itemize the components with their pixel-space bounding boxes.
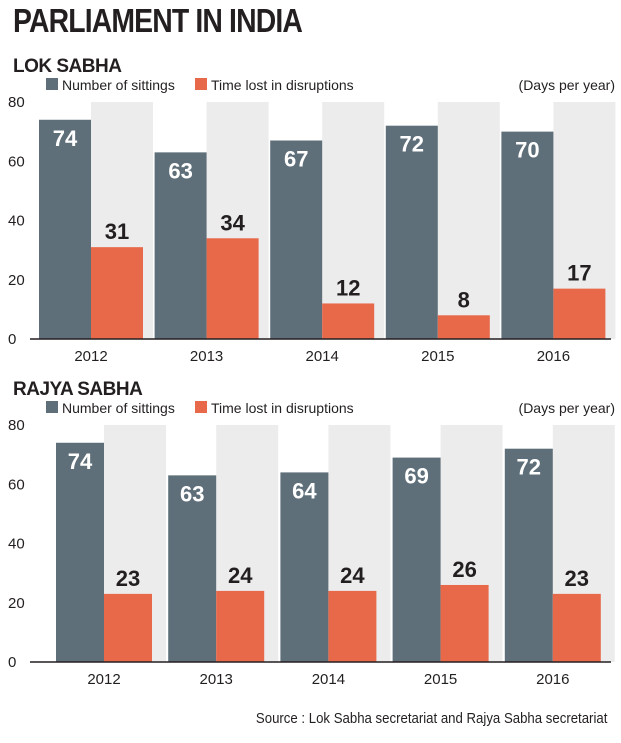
data-label-disruptions: 31 [105,219,129,244]
bar-disruptions [216,590,265,662]
x-tick-label: 2012 [74,348,107,365]
data-label-sittings: 64 [292,478,317,503]
legend-swatch-disruptions [195,78,207,90]
bar-sittings [56,442,104,662]
y-tick-label: 20 [8,595,25,612]
category-band [322,102,385,339]
data-label-sittings: 74 [68,449,93,474]
legend-label-disruptions: Time lost in disruptions [211,400,354,416]
x-tick-label: 2015 [421,348,454,365]
legend-swatch-sittings [46,401,58,413]
data-label-disruptions: 23 [565,566,589,591]
bar-sittings [504,448,553,662]
x-tick-label: 2012 [87,671,120,688]
y-tick-label: 80 [8,94,25,111]
bar-sittings [385,125,438,339]
y-tick-label: 0 [8,331,16,348]
unit-note: (Days per year) [519,400,615,416]
section-title: RAJYA SABHA [13,379,143,400]
y-tick-label: 60 [8,153,25,170]
bar-disruptions [553,288,606,339]
data-label-sittings: 67 [284,147,308,172]
data-label-sittings: 72 [400,132,424,157]
legend-swatch-sittings [46,78,58,90]
legend-label-disruptions: Time lost in disruptions [211,77,354,93]
data-label-sittings: 74 [53,126,78,151]
y-tick-label: 40 [8,536,25,553]
unit-note: (Days per year) [519,77,615,93]
bar-sittings [270,140,323,339]
y-tick-label: 60 [8,476,25,493]
bar-sittings [154,152,207,339]
data-label-disruptions: 23 [116,566,140,591]
x-tick-label: 2013 [200,671,233,688]
bar-disruptions [437,315,490,339]
y-tick-label: 0 [8,654,16,671]
y-tick-label: 80 [8,417,25,434]
page-title: PARLIAMENT IN INDIA [13,2,303,39]
x-tick-label: 2013 [190,348,223,365]
data-label-sittings: 63 [168,158,192,183]
bar-disruptions [328,590,377,662]
data-label-disruptions: 17 [567,261,591,286]
bar-disruptions [440,584,489,662]
bar-sittings [280,472,329,662]
bar-disruptions [322,303,375,339]
legend-label-sittings: Number of sittings [62,77,175,93]
data-label-sittings: 63 [180,481,204,506]
data-label-sittings: 70 [515,138,539,163]
data-label-disruptions: 26 [452,557,476,582]
x-tick-label: 2015 [424,671,457,688]
bar-disruptions [104,593,152,662]
bar-sittings [501,131,554,339]
data-label-disruptions: 8 [458,287,470,312]
data-label-sittings: 69 [404,464,428,489]
x-tick-label: 2014 [312,671,345,688]
data-label-disruptions: 12 [336,275,360,300]
section-title: LOK SABHA [13,56,122,77]
y-tick-label: 40 [8,213,25,230]
x-tick-label: 2016 [536,671,569,688]
bar-sittings [168,475,217,662]
bar-disruptions [206,238,259,339]
legend-swatch-disruptions [195,401,207,413]
x-tick-label: 2016 [537,348,570,365]
data-label-disruptions: 24 [228,563,253,588]
category-band [437,102,500,339]
bar-sittings [392,457,441,662]
bar-disruptions [91,247,143,339]
data-label-disruptions: 24 [340,563,365,588]
data-label-sittings: 72 [517,455,541,480]
legend-label-sittings: Number of sittings [62,400,175,416]
source-note: Source : Lok Sabha secretariat and Rajya… [255,710,607,727]
bar-sittings [39,119,91,340]
bar-disruptions [552,593,601,662]
y-tick-label: 20 [8,272,25,289]
data-label-disruptions: 34 [220,210,245,235]
x-tick-label: 2014 [306,348,339,365]
